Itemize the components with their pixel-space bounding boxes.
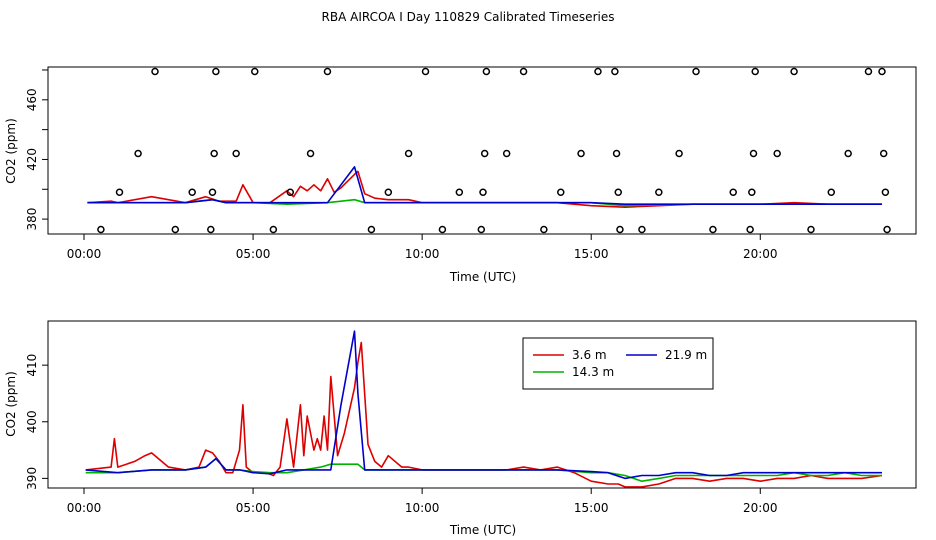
top-plot-frame — [47, 66, 917, 235]
calibration-point — [709, 225, 717, 234]
calibration-point — [482, 67, 491, 76]
calibration-point — [827, 188, 836, 196]
calibration-point — [557, 188, 565, 196]
calibration-point — [879, 149, 888, 158]
calibration-point — [384, 188, 393, 196]
calibration-point — [286, 188, 295, 196]
calibration-point — [269, 225, 278, 234]
legend-label-14-3m: 14.3 m — [572, 365, 614, 379]
legend-label-21-9m: 21.9 m — [665, 348, 707, 362]
calibration-point — [807, 225, 815, 234]
calibration-point — [748, 188, 756, 196]
top-y-tick-label: 420 — [25, 148, 39, 171]
bottom-y-tick-label: 410 — [25, 354, 39, 377]
bottom-ylabel: CO2 (ppm) — [4, 371, 18, 437]
calibration-point — [367, 225, 376, 234]
calibration-point — [614, 188, 623, 196]
bottom-y-tick-label: 390 — [25, 467, 39, 490]
top-y-tick-label: 460 — [25, 88, 39, 111]
calibration-point — [594, 67, 602, 76]
calibration-point — [480, 149, 489, 158]
calibration-point — [881, 188, 890, 196]
legend-box — [522, 337, 714, 390]
bottom-xlabel: Time (UTC) — [449, 523, 516, 537]
top-x-tick-label: 15:00 — [574, 247, 609, 261]
calibration-point — [438, 225, 447, 234]
calibration-point — [210, 149, 218, 158]
top-x-tick-label: 10:00 — [405, 247, 440, 261]
bottom-series-3-6-mline — [85, 341, 883, 488]
calibration-point — [746, 225, 754, 234]
calibration-point — [115, 188, 124, 196]
bottom-series-group — [85, 330, 883, 488]
calibration-point — [188, 188, 196, 196]
calibration-point — [729, 188, 737, 196]
calibration-point — [692, 67, 700, 76]
calibration-point — [638, 225, 646, 234]
calibration-point — [306, 149, 315, 158]
calibration-point — [479, 188, 487, 196]
calibration-point — [477, 225, 486, 234]
legend: 3.6 m 21.9 m 14.3 m — [522, 337, 714, 390]
calibration-point — [151, 67, 159, 76]
bottom-y-tick-label: 400 — [25, 410, 39, 433]
calibration-point — [323, 67, 332, 76]
top-axes: 00:00 05:00 10:00 15:00 20:00 380 420 460 — [25, 69, 778, 261]
calibration-point — [883, 225, 891, 234]
calibration-point — [751, 67, 759, 76]
calibration-point — [251, 67, 259, 76]
calibration-point — [616, 225, 624, 234]
calibration-point — [421, 67, 430, 76]
bottom-x-tick-label: 00:00 — [67, 501, 102, 515]
top-series-21-9-mline — [87, 166, 882, 205]
calibration-point — [612, 149, 621, 158]
top-series-group — [87, 166, 882, 208]
calibration-point — [208, 188, 217, 196]
calibration-point — [519, 67, 528, 76]
calibration-point — [502, 149, 511, 158]
top-calibration-points — [97, 67, 891, 234]
top-x-tick-label: 20:00 — [743, 247, 778, 261]
calibration-point — [864, 67, 873, 76]
calibration-point — [878, 67, 886, 76]
calibration-point — [404, 149, 413, 158]
calibration-point — [455, 188, 464, 196]
top-x-tick-label: 00:00 — [67, 247, 102, 261]
bottom-panel: Time (UTC) CO2 (ppm) 00:00 05:00 10:00 15:0… — [4, 320, 917, 537]
top-xlabel: Time (UTC) — [449, 270, 516, 284]
calibration-point — [790, 67, 798, 76]
bottom-plot-frame — [47, 320, 917, 489]
calibration-point — [749, 149, 758, 158]
calibration-point — [171, 225, 180, 234]
bottom-x-tick-label: 10:00 — [405, 501, 440, 515]
calibration-point — [773, 149, 781, 158]
legend-label-3-6m: 3.6 m — [572, 348, 607, 362]
calibration-point — [207, 225, 215, 234]
calibration-point — [577, 149, 585, 158]
bottom-x-tick-label: 15:00 — [574, 501, 609, 515]
calibration-point — [212, 67, 220, 76]
bottom-x-tick-label: 20:00 — [743, 501, 778, 515]
calibration-point — [655, 188, 663, 196]
top-ylabel: CO2 (ppm) — [4, 118, 18, 184]
calibration-point — [844, 149, 852, 158]
bottom-x-tick-label: 05:00 — [236, 501, 271, 515]
chart-title: RBA AIRCOA I Day 110829 Calibrated Times… — [322, 10, 615, 24]
calibration-point — [675, 149, 683, 158]
calibration-point — [134, 149, 142, 158]
calibration-point — [97, 225, 105, 234]
calibration-point — [611, 67, 619, 76]
top-y-tick-label: 380 — [25, 208, 39, 231]
top-panel: Time (UTC) CO2 (ppm) 00:00 05:00 10:00 15:0… — [4, 66, 917, 284]
top-x-tick-label: 05:00 — [236, 247, 271, 261]
calibration-point — [232, 149, 240, 158]
bottom-series-21-9-mline — [85, 330, 882, 480]
calibration-point — [540, 225, 548, 234]
bottom-axes: 00:00 05:00 10:00 15:00 20:00 390 400 410 — [25, 354, 778, 515]
